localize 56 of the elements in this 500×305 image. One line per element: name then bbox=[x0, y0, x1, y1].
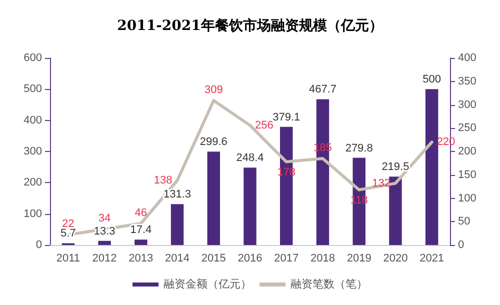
y2-tick-label: 100 bbox=[458, 192, 476, 204]
x-tick-label: 2015 bbox=[201, 252, 226, 264]
data-label: 138 bbox=[154, 174, 172, 186]
data-label: 379.1 bbox=[272, 111, 300, 124]
x-tick-label: 2021 bbox=[420, 252, 444, 264]
y-tick-label: 300 bbox=[24, 146, 42, 158]
data-label: 13.3 bbox=[94, 225, 116, 238]
y2-tick-label: 250 bbox=[458, 122, 476, 134]
y-tick-label: 400 bbox=[24, 114, 42, 126]
data-label: 5.7 bbox=[60, 228, 76, 240]
data-label: 17.4 bbox=[130, 224, 152, 236]
y2-tick-label: 50 bbox=[458, 216, 470, 228]
y-tick-label: 600 bbox=[24, 52, 42, 64]
data-label: 279.8 bbox=[345, 142, 373, 154]
y-tick-label: 500 bbox=[24, 83, 42, 96]
y2-tick-label: 150 bbox=[458, 168, 476, 181]
data-label: 309 bbox=[204, 84, 223, 96]
bar bbox=[170, 204, 184, 245]
x-tick-label: 2017 bbox=[274, 252, 299, 264]
bar bbox=[425, 89, 438, 245]
x-tick-label: 2011 bbox=[56, 252, 80, 264]
data-label: 131.3 bbox=[164, 188, 192, 201]
data-label: 467.7 bbox=[308, 84, 336, 96]
chart-title: 2011-2021年餐饮市场融资规模（亿元） bbox=[117, 17, 383, 34]
y2-tick-label: 200 bbox=[458, 146, 476, 158]
x-tick-label: 2014 bbox=[165, 252, 190, 264]
bar bbox=[389, 176, 402, 245]
y-tick-label: 0 bbox=[36, 239, 42, 251]
data-label: 248.4 bbox=[236, 152, 264, 164]
x-tick-label: 2016 bbox=[238, 252, 262, 264]
data-label: 299.6 bbox=[200, 136, 228, 148]
data-label: 34 bbox=[98, 212, 111, 225]
bar bbox=[244, 168, 256, 245]
data-label: 500 bbox=[422, 74, 441, 86]
y-tick-label: 200 bbox=[24, 176, 42, 189]
y-tick-label: 100 bbox=[24, 208, 42, 220]
bar bbox=[134, 240, 148, 245]
data-label: 46 bbox=[134, 206, 148, 219]
data-label: 132 bbox=[372, 177, 390, 190]
legend-label: 融资笔数（笔） bbox=[290, 278, 368, 290]
bar bbox=[207, 152, 220, 245]
x-tick-label: 2019 bbox=[346, 252, 372, 264]
bar bbox=[280, 126, 293, 245]
legend-label: 融资金额（亿元） bbox=[164, 278, 252, 290]
y2-tick-label: 350 bbox=[458, 75, 476, 88]
x-tick-label: 2020 bbox=[383, 252, 408, 264]
y2-tick-label: 400 bbox=[458, 52, 476, 64]
x-tick-label: 2012 bbox=[92, 252, 117, 264]
x-tick-label: 2013 bbox=[128, 252, 154, 264]
y2-tick-label: 300 bbox=[458, 98, 476, 111]
bar bbox=[98, 240, 111, 245]
data-label: 219.5 bbox=[382, 161, 410, 174]
x-tick-label: 2018 bbox=[310, 252, 335, 264]
bar bbox=[316, 99, 330, 245]
y2-tick-label: 0 bbox=[458, 239, 464, 251]
data-label: 256 bbox=[255, 119, 274, 132]
